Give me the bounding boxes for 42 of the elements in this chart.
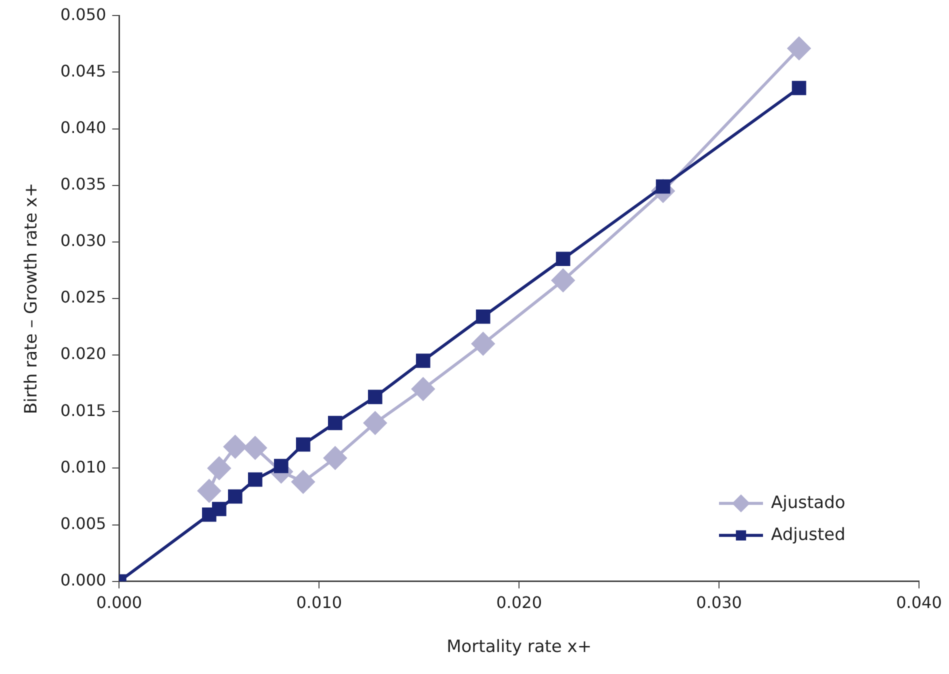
y-tick-label: 0.045 — [60, 61, 106, 80]
point — [472, 332, 495, 356]
point — [412, 378, 435, 401]
point — [552, 268, 575, 292]
point — [476, 309, 490, 324]
y-tick-label: 0.040 — [60, 118, 106, 137]
point — [416, 354, 430, 368]
y-tick-label: 0.020 — [60, 344, 106, 364]
x-tick-label: 0.020 — [496, 593, 542, 612]
legend-label: Adjusted — [771, 524, 846, 545]
y-tick-label: 0.035 — [60, 174, 106, 194]
point — [198, 479, 221, 502]
y-tick-label: 0.005 — [60, 514, 106, 533]
point — [274, 458, 288, 474]
point — [556, 252, 570, 266]
point — [292, 470, 315, 494]
x-tick-label: 0.030 — [696, 593, 742, 612]
point — [368, 390, 382, 404]
point — [296, 437, 310, 452]
y-tick-label: 0.000 — [60, 570, 106, 590]
point — [228, 489, 242, 504]
x-tick-label: 0.010 — [296, 593, 342, 612]
point — [364, 411, 387, 434]
y-tick-label: 0.030 — [60, 231, 106, 250]
x-tick-label: 0.000 — [96, 593, 142, 612]
point — [788, 36, 811, 60]
point — [792, 80, 806, 96]
y-tick-label: 0.050 — [60, 4, 106, 24]
legend-label: Ajustado — [771, 492, 846, 513]
y-tick-label: 0.015 — [60, 400, 106, 420]
point — [328, 416, 342, 430]
y-tick-label: 0.025 — [60, 288, 106, 307]
x-axis-title: Mortality rate x+ — [446, 637, 592, 658]
point — [244, 436, 267, 460]
point — [208, 456, 231, 480]
y-tick-label: 0.010 — [60, 457, 106, 476]
point — [324, 446, 347, 470]
point — [224, 435, 247, 458]
point — [212, 502, 226, 516]
y-axis-title: Birth rate – Growth rate x+ — [22, 182, 42, 414]
x-tick-label: 0.040 — [896, 593, 942, 612]
point — [248, 472, 262, 487]
